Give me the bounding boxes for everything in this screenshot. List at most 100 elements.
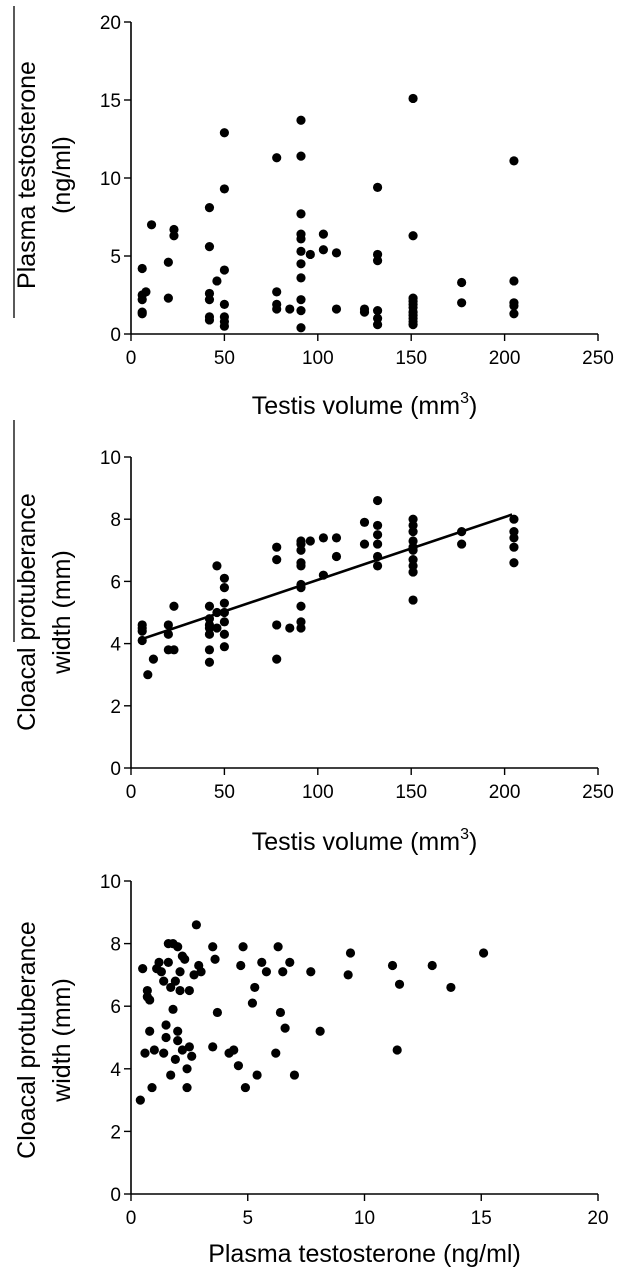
data-point [137,263,147,274]
x-axis-label-text: Testis volume (mm [252,828,460,856]
data-point [219,642,229,652]
y-axis-label-line: Cloacal protuberance [13,493,41,731]
x-tick-label: 0 [126,1208,137,1229]
y-tick-label: 5 [110,247,121,268]
data-point [147,1082,157,1093]
data-point [457,527,467,537]
data-point [204,242,215,252]
data-point [296,246,306,256]
data-point [280,1023,290,1033]
y-tick-label: 15 [100,91,121,112]
y-tick-label: 2 [110,697,121,718]
data-point [137,635,147,646]
x-tick-label: 0 [126,782,137,803]
panel-cloacal-width-vs-testosterone: 0 2 4 6 8 10 0 5 10 15 20 Plasma testosterone (ng/m… [13,872,609,1268]
data-point [446,982,456,993]
data-point [285,623,295,633]
data-point [345,948,356,958]
data-point [296,323,306,333]
data-point [509,533,519,543]
x-tick-label: 150 [395,348,427,369]
x-axis-label-tail: ) [469,828,477,856]
data-point [219,321,229,331]
x-axis-label-superscript: 3 [460,826,469,843]
y-axis-label-line: (ng/ml) [48,136,76,214]
data-point [143,670,153,680]
data-point [138,964,148,974]
data-point [408,93,418,104]
data-point [169,601,179,611]
data-point [154,957,164,967]
data-point [219,617,229,627]
data-point [372,551,383,562]
data-point [408,320,418,330]
data-point [372,561,383,571]
data-point [170,976,180,986]
data-point [305,536,315,546]
data-point [392,1045,402,1055]
data-point [159,1048,169,1058]
data-point [318,229,329,239]
data-point [296,545,306,555]
data-point [272,153,282,163]
data-point [359,539,370,549]
data-point [161,1020,171,1030]
data-point [141,287,151,297]
data-point [372,530,383,540]
data-point [233,1061,244,1071]
data-point [296,259,306,269]
data-point [166,1070,176,1080]
data-point [296,583,306,593]
y-tick-label: 4 [110,635,121,656]
x-axis-label: Plasma testosterone (ng/ml) [208,1240,521,1268]
y-axis-label-line: Cloacal protuberance [13,921,41,1159]
data-point [331,551,342,562]
data-point [296,561,306,571]
x-tick-label: 20 [587,1208,608,1229]
data-point [457,277,467,288]
data-point [359,307,370,317]
data-point [169,645,179,655]
data-point [175,967,185,977]
data-point [278,967,288,977]
data-point [219,128,229,138]
data-point [372,320,383,330]
x-tick-label: 10 [354,1208,375,1229]
y-tick-label: 0 [110,759,121,780]
y-tick-label: 0 [110,325,121,346]
data-point [137,626,147,636]
data-point [189,970,199,980]
data-point [173,942,183,952]
data-point [219,573,229,583]
x-tick-label: 250 [582,348,614,369]
y-axis-label-line: width (mm) [48,978,76,1103]
y-tick-label: 8 [110,935,121,956]
data-point [145,995,155,1005]
data-point [272,555,282,565]
x-tick-label: 5 [242,1208,253,1229]
data-point [212,607,222,618]
data-point [145,1026,155,1036]
y-tick-label: 6 [110,572,121,593]
data-point [343,970,353,980]
x-tick-label: 150 [395,782,427,803]
data-point [163,629,173,639]
data-point [204,657,215,667]
data-point [204,601,215,611]
data-point [272,654,282,664]
y-tick-label: 20 [100,13,121,34]
data-point [156,967,166,977]
data-point [318,570,329,580]
data-point [204,645,215,655]
data-point [163,957,173,967]
data-point [196,967,206,977]
data-point [296,306,306,316]
data-point [509,276,519,286]
x-tick-label: 50 [214,348,235,369]
y-axis-label-line: width (mm) [48,550,76,675]
data-point [372,520,383,531]
y-tick-label: 2 [110,1122,121,1143]
data-point [219,598,229,608]
data-point [296,601,306,611]
